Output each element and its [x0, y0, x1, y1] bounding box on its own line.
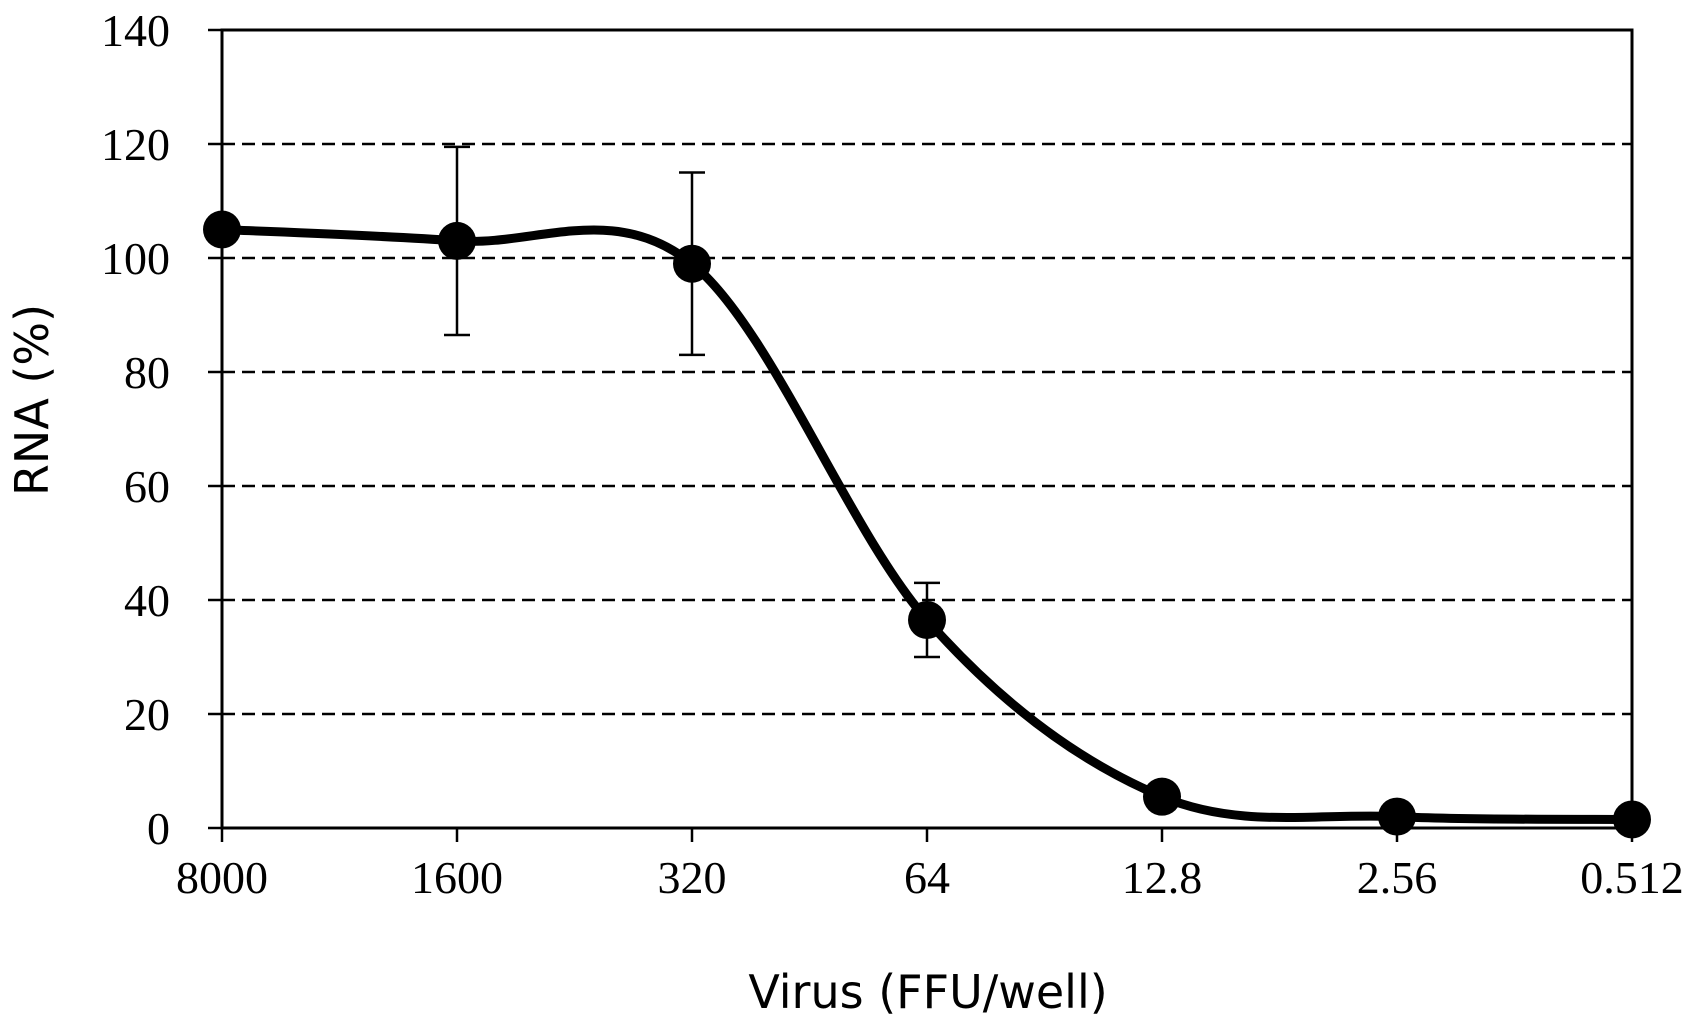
x-tick-label: 8000 — [176, 852, 268, 903]
data-point — [908, 600, 946, 639]
y-tick-label: 100 — [101, 233, 170, 284]
data-point — [673, 244, 711, 283]
error-bars — [444, 145, 940, 659]
y-tick-label: 0 — [147, 803, 170, 854]
data-point — [1143, 777, 1181, 816]
data-point — [1378, 797, 1416, 836]
axis-ticks — [208, 28, 1634, 842]
y-tick-labels: 0 20 40 60 80 100 120 140 — [101, 5, 170, 854]
x-tick-label: 0.512 — [1580, 852, 1684, 903]
x-axis-title: Virus (FFU/well) — [748, 965, 1107, 1019]
x-tick-labels: 8000 1600 320 64 12.8 2.56 0.512 — [176, 852, 1684, 903]
data-point — [438, 221, 476, 260]
x-tick-label: 12.8 — [1122, 852, 1203, 903]
y-tick-label: 60 — [124, 461, 170, 512]
series-line — [217, 225, 1637, 824]
y-tick-label: 40 — [124, 575, 170, 626]
y-tick-label: 80 — [124, 347, 170, 398]
data-point — [203, 210, 241, 249]
x-tick-label: 1600 — [411, 852, 503, 903]
x-tick-label: 2.56 — [1357, 852, 1438, 903]
data-points — [203, 210, 1651, 839]
plot-area-frame — [220, 28, 1634, 830]
y-tick-label: 120 — [101, 119, 170, 170]
data-point — [1613, 800, 1651, 839]
y-tick-label: 140 — [101, 5, 170, 56]
x-tick-label: 64 — [904, 852, 950, 903]
y-tick-label: 20 — [124, 689, 170, 740]
y-axis-title: RNA (%) — [5, 304, 59, 496]
x-tick-label: 320 — [658, 852, 727, 903]
